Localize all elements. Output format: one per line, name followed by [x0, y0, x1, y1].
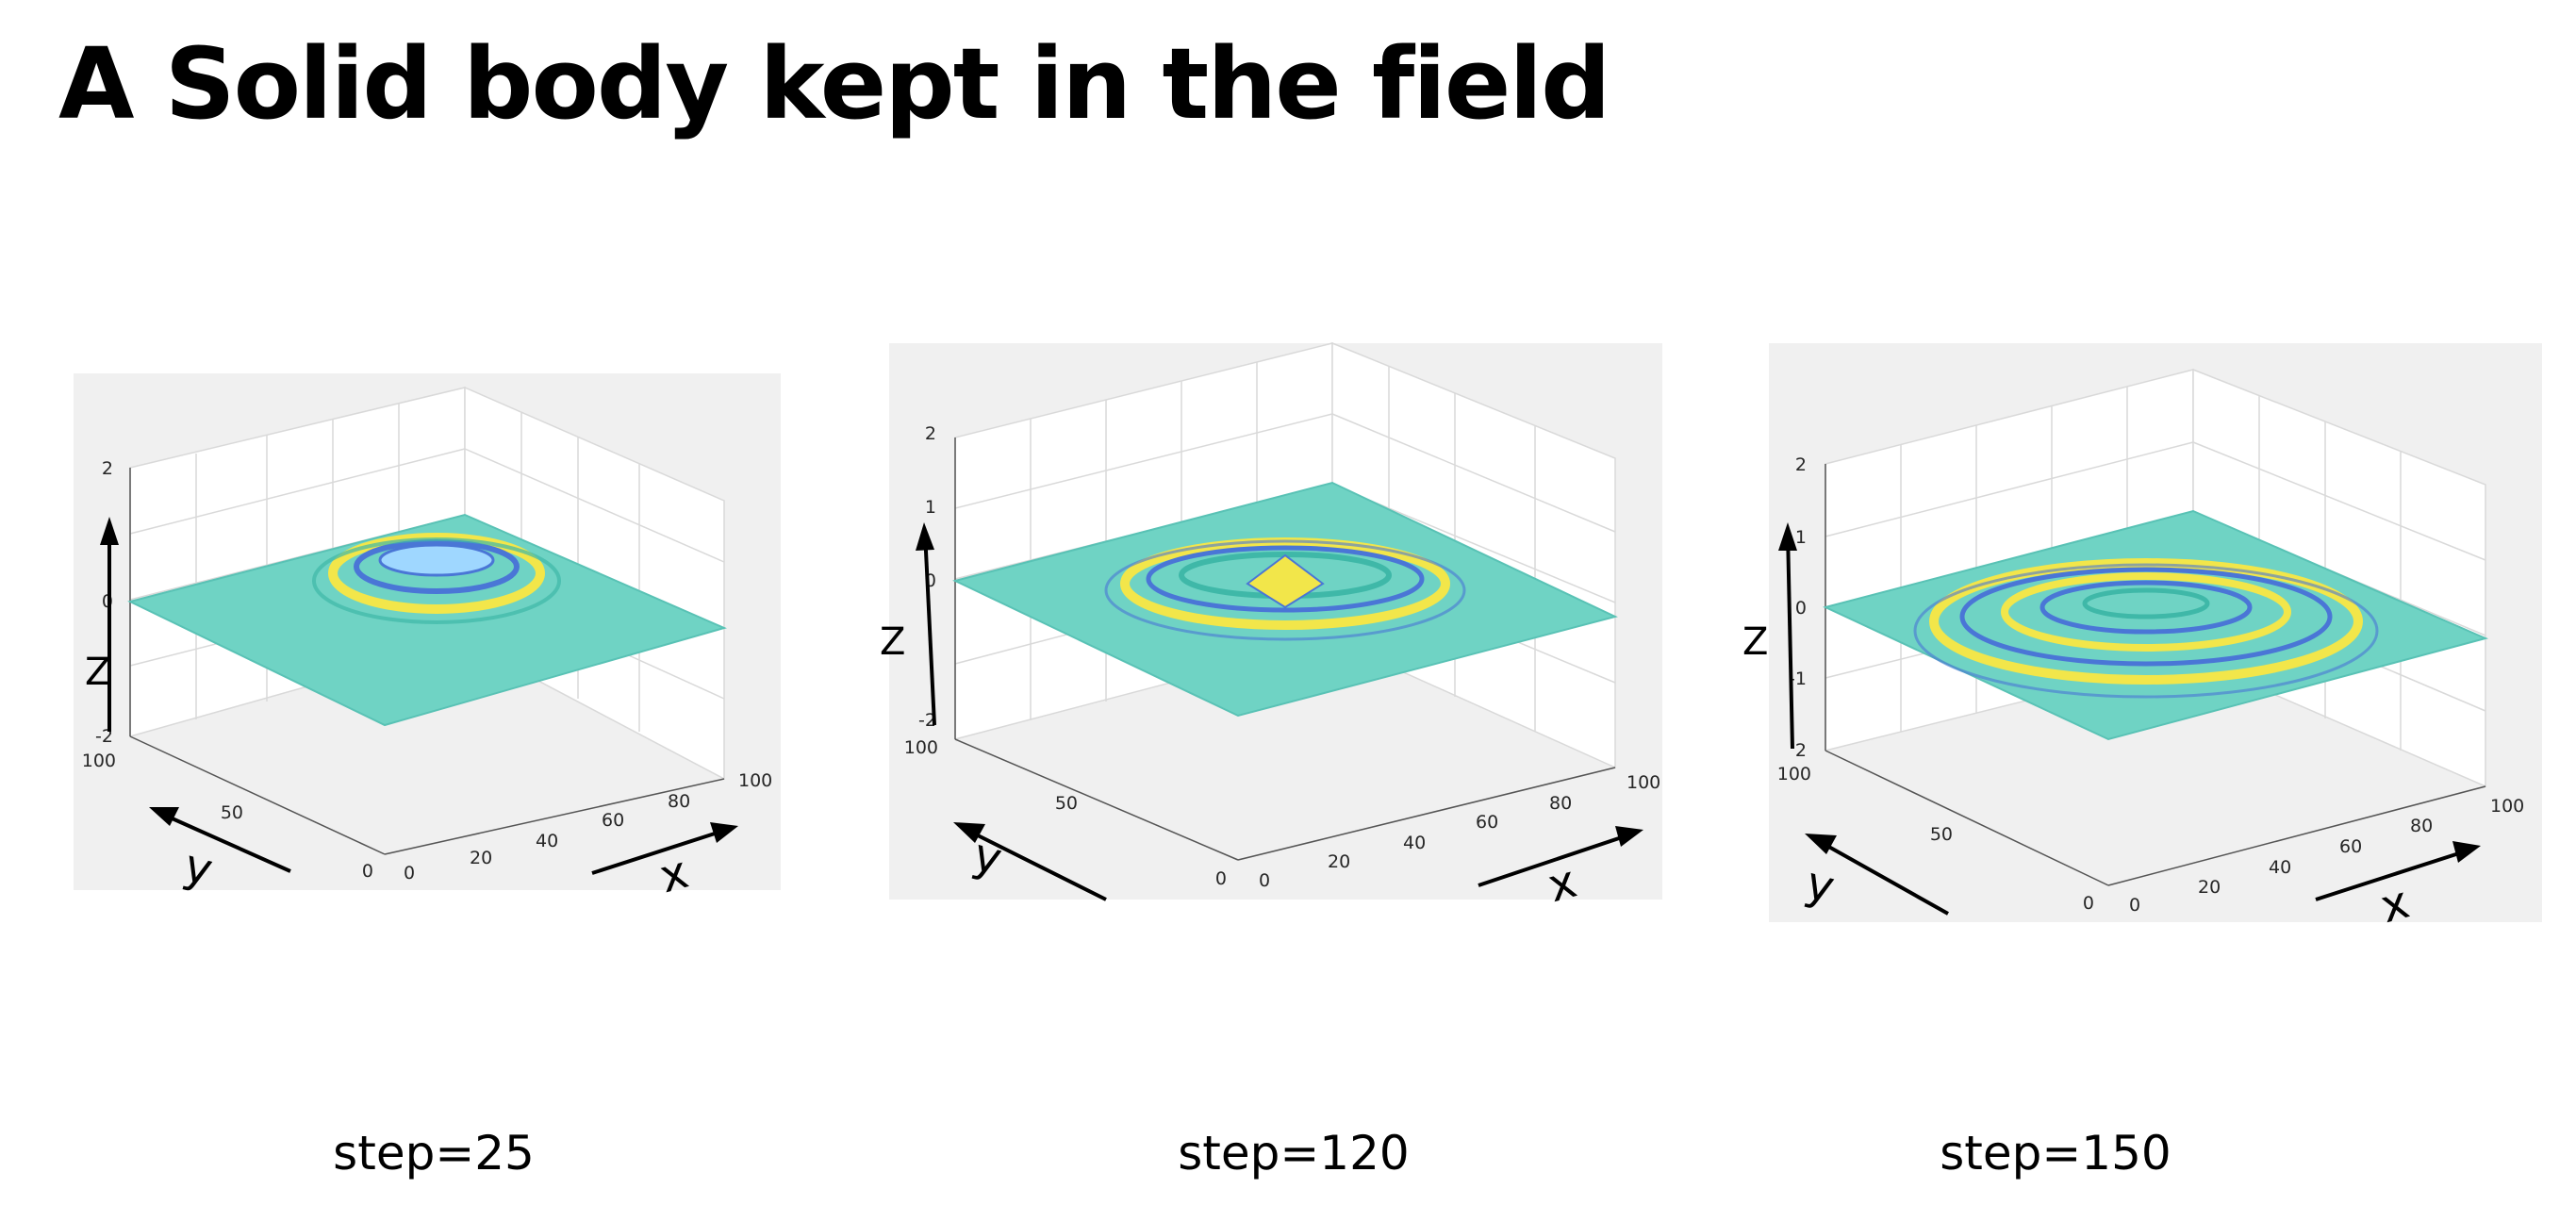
axis-arrows [1778, 522, 2481, 916]
x-tick: 20 [2198, 877, 2221, 898]
x-tick: 40 [1403, 833, 1426, 853]
x-tick: 100 [738, 770, 772, 791]
x-tick: 0 [404, 863, 415, 883]
x-tick: 100 [1627, 772, 1660, 793]
x-axis-label: x [1543, 855, 1582, 913]
y-axis-label: y [178, 839, 218, 897]
z-axis-label: Z [880, 620, 905, 664]
y-tick: 50 [221, 802, 243, 823]
z-tick: 2 [1795, 740, 1807, 761]
z-axis-label: Z [1742, 620, 1768, 664]
x-axis-label: x [654, 846, 694, 903]
surface-plot-step-120: 2 1 0 -2 100 50 0 0 20 40 60 80 100 Z y … [880, 341, 1662, 913]
z-tick: 0 [102, 591, 113, 612]
surface-plot-step-150: 2 1 0 -1 2 100 50 0 0 20 40 60 80 100 Z … [1742, 343, 2542, 933]
x-tick: 0 [1259, 870, 1270, 891]
surface-plot-step-25: 2 0 -2 100 50 0 0 20 40 60 80 100 Z y x [74, 373, 781, 903]
ripple [1104, 537, 1466, 641]
z-tick: 1 [925, 497, 936, 518]
y-tick: 100 [904, 737, 938, 758]
x-tick: 40 [536, 831, 558, 851]
x-tick: 60 [2339, 836, 2362, 857]
z-tick: 2 [925, 423, 936, 444]
x-tick: 60 [602, 810, 624, 831]
x-tick: 80 [668, 791, 690, 812]
x-tick: 0 [2129, 895, 2140, 916]
page-title: A Solid body kept in the field [58, 26, 1611, 141]
z-tick: -1 [1789, 669, 1807, 689]
surface-plot-svg: 2 1 0 -2 100 50 0 0 20 40 60 80 100 Z y … [880, 341, 1660, 913]
y-tick: 100 [82, 751, 116, 771]
x-tick: 20 [1328, 851, 1350, 872]
surface-plot-svg: 2 1 0 -1 2 100 50 0 0 20 40 60 80 100 Z … [1742, 368, 2524, 933]
axis-arrows [100, 517, 738, 875]
x-tick: 60 [1476, 812, 1498, 833]
x-tick: 20 [470, 848, 492, 868]
x-axis-label: x [2375, 876, 2415, 933]
x-tick: 80 [1549, 793, 1572, 814]
surface-mesh [1823, 509, 2489, 741]
y-tick: 100 [1777, 764, 1811, 784]
z-tick: 0 [1795, 598, 1807, 619]
caption-step-120: step=120 [1178, 1126, 1410, 1181]
x-tick: 40 [2269, 857, 2291, 878]
z-tick: 2 [102, 458, 113, 479]
x-tick: 100 [2490, 796, 2524, 817]
surface-plot-svg: 2 0 -2 100 50 0 0 20 40 60 80 100 Z y x [82, 386, 772, 903]
z-tick: -2 [918, 710, 936, 731]
caption-step-25: step=25 [333, 1126, 535, 1181]
axes [954, 438, 1616, 861]
caption-step-150: step=150 [1940, 1126, 2171, 1181]
y-axis-label: y [1800, 856, 1840, 914]
y-tick: 0 [1215, 868, 1227, 889]
surface-mesh [127, 513, 727, 727]
y-tick: 50 [1930, 824, 1953, 845]
y-tick: 0 [362, 861, 373, 882]
z-tick: 2 [1795, 454, 1807, 475]
x-tick: 80 [2410, 816, 2433, 836]
z-axis-label: Z [85, 651, 110, 694]
z-tick: 1 [1795, 527, 1807, 548]
axis-arrows [916, 522, 1643, 901]
ripple [1913, 558, 2379, 699]
ripple [312, 533, 561, 624]
y-tick: 0 [2083, 893, 2094, 914]
y-tick: 50 [1055, 793, 1078, 814]
